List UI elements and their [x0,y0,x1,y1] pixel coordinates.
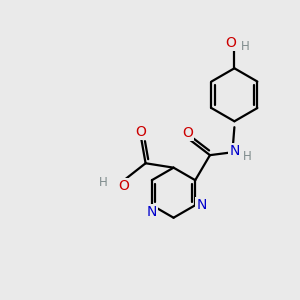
Text: O: O [182,126,193,140]
Text: N: N [147,205,157,219]
Text: O: O [118,179,129,193]
Text: H: H [241,40,250,53]
Text: O: O [225,36,236,50]
Text: N: N [229,144,240,158]
Text: O: O [136,125,147,139]
Text: H: H [243,150,252,163]
Text: N: N [196,198,207,212]
Text: H: H [98,176,107,190]
